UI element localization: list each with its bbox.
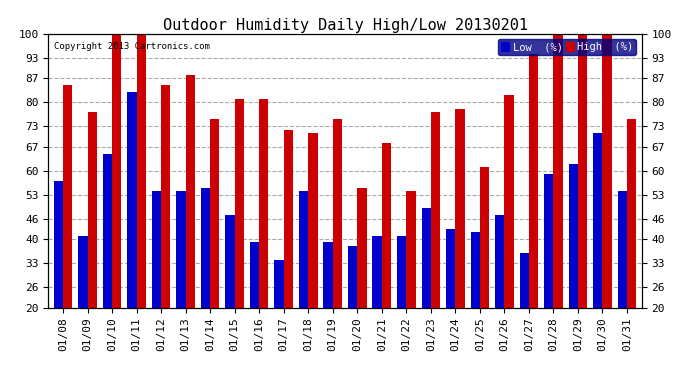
Bar bbox=[103, 153, 112, 308]
Bar bbox=[569, 164, 578, 308]
Bar bbox=[210, 119, 219, 308]
Bar bbox=[406, 191, 415, 308]
Bar bbox=[422, 208, 431, 308]
Bar bbox=[275, 260, 284, 308]
Bar bbox=[78, 236, 88, 308]
Bar bbox=[127, 92, 137, 308]
Bar bbox=[201, 188, 210, 308]
Bar bbox=[299, 191, 308, 308]
Bar bbox=[529, 54, 538, 307]
Bar bbox=[504, 95, 513, 308]
Bar bbox=[235, 99, 244, 308]
Bar bbox=[137, 30, 146, 308]
Bar bbox=[373, 236, 382, 308]
Bar bbox=[382, 143, 391, 308]
Bar bbox=[495, 215, 504, 308]
Bar bbox=[455, 109, 464, 307]
Bar bbox=[357, 188, 366, 308]
Bar bbox=[88, 112, 97, 308]
Bar bbox=[324, 243, 333, 308]
Bar bbox=[308, 133, 317, 308]
Bar bbox=[578, 34, 587, 308]
Bar bbox=[333, 119, 342, 308]
Bar bbox=[54, 181, 63, 308]
Text: Copyright 2013 Cartronics.com: Copyright 2013 Cartronics.com bbox=[55, 42, 210, 51]
Bar bbox=[348, 246, 357, 308]
Bar bbox=[544, 174, 553, 308]
Bar bbox=[446, 229, 455, 308]
Bar bbox=[161, 85, 170, 308]
Bar bbox=[112, 34, 121, 308]
Title: Outdoor Humidity Daily High/Low 20130201: Outdoor Humidity Daily High/Low 20130201 bbox=[163, 18, 527, 33]
Legend: Low  (%), High  (%): Low (%), High (%) bbox=[498, 39, 636, 55]
Bar bbox=[431, 112, 440, 308]
Bar bbox=[186, 75, 195, 307]
Bar bbox=[618, 191, 627, 308]
Bar bbox=[397, 236, 406, 308]
Bar bbox=[284, 130, 293, 308]
Bar bbox=[177, 191, 186, 308]
Bar bbox=[471, 232, 480, 308]
Bar bbox=[602, 34, 612, 308]
Bar bbox=[480, 167, 489, 308]
Bar bbox=[553, 34, 563, 308]
Bar bbox=[593, 133, 602, 308]
Bar bbox=[63, 85, 72, 308]
Bar bbox=[627, 119, 636, 308]
Bar bbox=[259, 99, 268, 308]
Bar bbox=[152, 191, 161, 308]
Bar bbox=[226, 215, 235, 308]
Bar bbox=[520, 253, 529, 308]
Bar bbox=[250, 243, 259, 308]
